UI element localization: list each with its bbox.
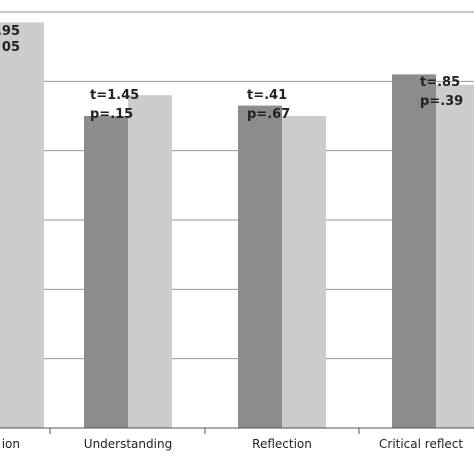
- p-value-label: p=.67: [247, 107, 290, 122]
- t-value-label: t=.41: [247, 88, 287, 103]
- category-label: Critical reflect: [379, 437, 463, 451]
- bar-series2-critical-reflect: [436, 84, 474, 429]
- bar-series1-reflection: [238, 105, 282, 428]
- bar-series1-understanding: [84, 116, 128, 428]
- category-label: Understanding: [84, 437, 172, 451]
- bar-series2-understanding: [128, 95, 172, 428]
- category-label: Reflection: [252, 437, 312, 451]
- bars: [0, 22, 474, 429]
- bar-series1-critical-reflect: [392, 74, 436, 429]
- t-value-label: .95: [0, 24, 20, 39]
- x-axis: [0, 427, 474, 434]
- p-value-label: p=.15: [90, 107, 133, 122]
- p-value-label: p=.39: [420, 94, 463, 109]
- bar-series2-reflection: [282, 116, 326, 428]
- t-value-label: t=.85: [420, 75, 460, 90]
- t-value-label: t=1.45: [90, 88, 139, 103]
- category-labels: ion Understanding Reflection Critical refle…: [2, 437, 464, 451]
- category-label: ion: [2, 437, 20, 451]
- bar-series2-ion: [0, 22, 44, 429]
- p-value-label: 05: [2, 40, 20, 55]
